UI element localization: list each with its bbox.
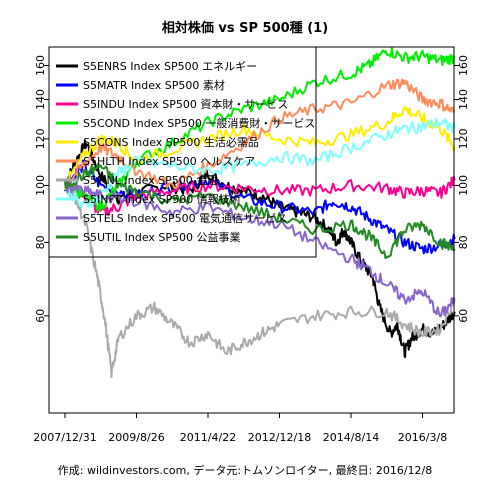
x-tick-label-2: 2009/8/26 [108,431,164,444]
x-tick-label-4: 2012/12/18 [248,431,311,444]
y-tick-label-left-3: 100 [34,175,47,196]
x-tick-label-3: 2011/4/22 [180,431,236,444]
y-tick-label-left-4: 120 [34,128,47,149]
legend-label-3: S5INDU Index SP500 資本財・サービス [83,97,288,111]
y-tick-label-right-3: 100 [457,175,470,196]
axes: 60 60 80 80 100 100 120 120 140 140 160 160 2007/12/… [33,55,470,444]
series-line-3 [64,175,456,217]
legend-label-8: S5INFT Index SP500 情報技術 [83,193,241,206]
y-tick-label-right-1: 60 [457,309,470,323]
y-tick-label-left-5: 140 [34,89,47,110]
y-tick-label-left-6: 160 [34,55,47,76]
plot-frame [48,46,455,414]
legend-label-10: S5UTIL Index SP500 公益事業 [83,230,241,244]
chart-caption: 作成: wildinvestors.com, データ元:トムソンロイター, 最終… [58,463,432,477]
series-line-8 [64,117,456,209]
y-tick-label-right-5: 140 [457,89,470,110]
y-tick-label-left-2: 80 [34,235,47,249]
series-line-6 [64,78,456,190]
legend-label-6: S5HLTH Index SP500 ヘルスケア [83,155,255,168]
y-tick-label-right-4: 120 [457,128,470,149]
legend-label-1: S5ENRS Index SP500 エネルギー [83,60,257,73]
series-line-2 [64,159,456,255]
series-layer [64,46,456,379]
y-tick-label-right-2: 80 [457,235,470,249]
x-tick-label-6: 2016/3/8 [398,431,447,444]
legend-label-7: S5FINL Index SP500 金融 [83,173,218,187]
y-tick-label-left-1: 60 [34,309,47,323]
series-line-9 [64,181,456,318]
series-line-10 [64,162,456,260]
legend: S5ENRS Index SP500 エネルギー S5MATR Index SP5… [48,46,317,258]
series-line-4 [64,46,456,212]
legend-label-9: S5TELS Index SP500 電気通信サービス [83,211,287,225]
x-tick-label-1: 2007/12/31 [33,431,96,444]
legend-label-4: S5COND Index SP500 一般消費財・サービス [83,116,315,130]
legend-label-5: S5CONS Index SP500 生活必需品 [83,135,259,149]
legend-label-2: S5MATR Index SP500 素材 [83,78,225,92]
y-tick-label-right-6: 160 [457,55,470,76]
x-tick-label-5: 2014/8/14 [323,431,379,444]
chart-title: 相対株価 vs SP 500種 (1) [162,20,328,36]
series-line-7 [64,181,456,379]
